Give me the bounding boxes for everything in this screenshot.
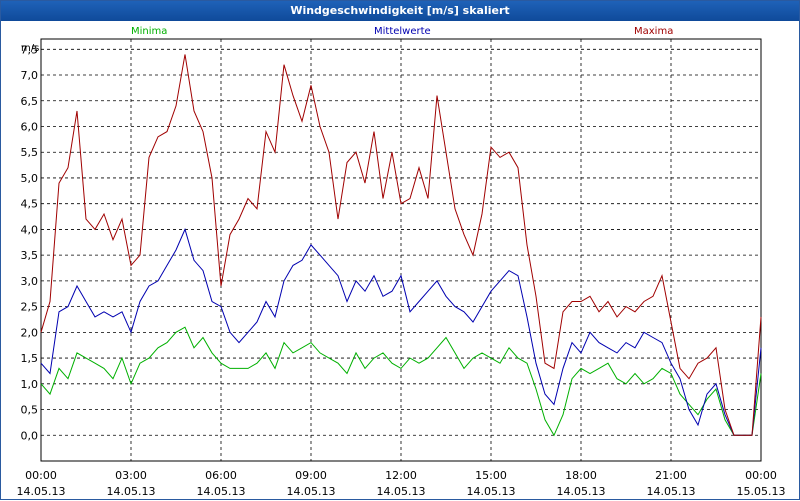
y-tick-label: 7,0 xyxy=(21,69,39,82)
y-tick-label: 0,0 xyxy=(21,429,39,442)
x-tick-date: 14.05.13 xyxy=(557,485,606,498)
x-tick-time: 21:00 xyxy=(655,469,687,482)
x-tick-time: 12:00 xyxy=(385,469,417,482)
y-tick-label: 2,5 xyxy=(21,301,39,314)
x-tick-time: 06:00 xyxy=(205,469,237,482)
y-tick-label: 4,5 xyxy=(21,198,39,211)
legend-minima: Minima xyxy=(131,26,168,37)
x-tick-date: 14.05.13 xyxy=(107,485,156,498)
y-tick-label: 3,5 xyxy=(21,249,39,262)
x-tick-date: 15.05.13 xyxy=(737,485,786,498)
x-tick-date: 14.05.13 xyxy=(287,485,336,498)
series-line-maxima xyxy=(40,54,762,436)
x-tick-time: 09:00 xyxy=(295,469,327,482)
y-tick-label: 1,0 xyxy=(21,378,39,391)
y-tick-label: 3,0 xyxy=(21,275,39,288)
x-tick-time: 03:00 xyxy=(115,469,147,482)
series-line-minima xyxy=(40,326,762,437)
x-tick-date: 14.05.13 xyxy=(377,485,426,498)
x-tick-time: 15:00 xyxy=(475,469,507,482)
y-tick-label: 1,5 xyxy=(21,352,39,365)
x-tick-date: 14.05.13 xyxy=(647,485,696,498)
y-tick-label: 5,5 xyxy=(21,146,39,159)
legend-mittelwerte: Mittelwerte xyxy=(374,26,431,37)
y-tick-label: 5,0 xyxy=(21,172,39,185)
y-axis-unit: m/s xyxy=(21,43,40,54)
legend-maxima: Maxima xyxy=(634,26,674,37)
y-tick-label: 6,0 xyxy=(21,120,39,133)
x-tick-date: 14.05.13 xyxy=(17,485,66,498)
x-tick-time: 18:00 xyxy=(565,469,597,482)
x-tick-date: 14.05.13 xyxy=(197,485,246,498)
y-tick-label: 6,5 xyxy=(21,95,39,108)
x-tick-time: 00:00 xyxy=(25,469,57,482)
y-tick-label: 0,5 xyxy=(21,404,39,417)
x-tick-time: 00:00 xyxy=(745,469,777,482)
x-tick-date: 14.05.13 xyxy=(467,485,516,498)
y-tick-label: 7,5 xyxy=(21,43,39,56)
y-tick-label: 2,0 xyxy=(21,326,39,339)
y-tick-label: 4,0 xyxy=(21,223,39,236)
window-title: Windgeschwindigkeit [m/s] skaliert xyxy=(1,1,799,21)
series-line-mittelwerte xyxy=(40,227,762,436)
